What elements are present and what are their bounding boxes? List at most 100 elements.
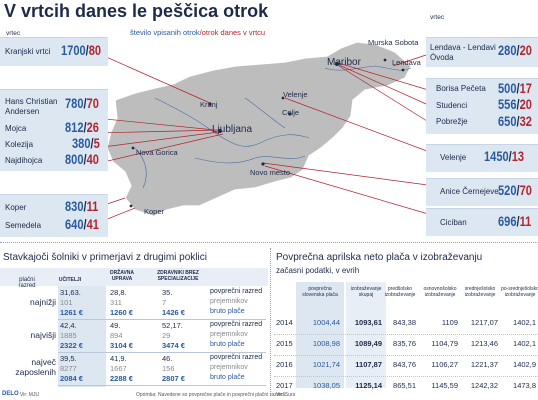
section-divider: [0, 242, 538, 243]
strike-cell: 8277: [60, 364, 77, 373]
salary-value: 1021,74: [312, 360, 340, 369]
kg-enrolled: 650: [498, 114, 517, 129]
strike-source: Vir: MJU: [20, 392, 40, 398]
strike-group-sep: [58, 385, 266, 386]
salary-value: 1145,59: [431, 381, 458, 390]
strike-cell: 52,17.: [162, 321, 183, 330]
salary-value: 1104,79: [431, 339, 458, 348]
kg-sep: /: [83, 217, 87, 232]
kg-present: 70: [86, 96, 99, 111]
kg-enrolled: 800: [65, 152, 84, 167]
city-dot-lendava: [401, 68, 405, 72]
city-ljubljana: Ljubljana: [212, 124, 253, 135]
city-koper: Koper: [144, 207, 165, 216]
strike-cell: 3474 €: [162, 341, 185, 350]
city-nova-gorica: Nova Gorica: [136, 148, 178, 157]
strike-row-label: bruto plače: [210, 374, 245, 381]
salary-value: 1402,1: [513, 318, 536, 327]
strike-row-label: bruto plače: [210, 308, 245, 315]
kg-value: 640/41: [65, 217, 99, 232]
kg-value: 280/20: [498, 43, 532, 58]
salary-year: 2015: [276, 339, 293, 348]
kg-value: 800/40: [65, 152, 99, 167]
strike-row-label: bruto plače: [210, 341, 245, 348]
kg-present: 11: [86, 199, 99, 214]
strike-group-sep: [58, 352, 266, 353]
city-murska-sobota: Murska Sobota: [368, 38, 419, 47]
salary-value: 835,76: [393, 339, 416, 348]
kg-enrolled: 1450: [484, 149, 509, 164]
salary-col-header: povprečna slovenska plača: [302, 286, 338, 298]
strike-cell: 7: [162, 298, 167, 307]
legend: število vpisanih otrok/otrok danes v vrt…: [130, 28, 265, 37]
kg-sep: /: [83, 96, 87, 111]
strike-row-label: prejemnikov: [210, 331, 248, 338]
strike-cell: 1667: [110, 364, 127, 373]
salary-source: Vir: Surs: [276, 392, 296, 398]
strike-col-doctors: ZDRAVNIKI BREZ SPECIALIZACIJE: [157, 270, 199, 282]
kg-name: Pobrežje: [436, 117, 468, 126]
kg-name: Borisa Pečeta: [436, 84, 486, 93]
strike-cell: 2322 €: [60, 341, 83, 350]
rivers: [134, 65, 412, 189]
strike-cell: 894: [110, 331, 123, 340]
column-divider: [270, 248, 271, 396]
kg-value: 520/70: [498, 183, 532, 198]
vrtec-label-left: vrtec: [6, 30, 21, 37]
kg-enrolled: 520: [498, 183, 517, 198]
salary-value: 843,38: [393, 318, 416, 327]
city-dot-kranj: [208, 102, 212, 106]
panel-koper: [0, 194, 108, 237]
kg-sep: /: [516, 214, 520, 229]
strike-col-group: plačni razred: [18, 277, 36, 289]
kg-present: 41: [86, 217, 99, 232]
kg-name: Najdihojca: [5, 156, 43, 165]
kg-sep: /: [516, 114, 520, 129]
kg-name: Ciciban: [440, 218, 467, 227]
salary-year: 2017: [276, 381, 293, 390]
panel-lendava: [426, 37, 538, 67]
kg-value: 1700/80: [61, 43, 101, 58]
city-dot-celje: [288, 112, 292, 116]
strike-cell: 2288 €: [110, 374, 133, 383]
city-kranj: Kranj: [200, 100, 218, 109]
strike-cell: 49.: [110, 321, 121, 330]
strike-cell: 29: [162, 331, 171, 340]
delo-logo: DELO: [2, 391, 19, 397]
kg-present: 32: [519, 114, 532, 129]
strike-teacher-band: [58, 286, 106, 387]
kg-present: 20: [519, 97, 532, 112]
strike-group-label: najvišji: [30, 330, 56, 340]
kg-sep: /: [516, 81, 520, 96]
kg-name: Kolezija: [5, 140, 34, 149]
kg-enrolled: 812: [65, 120, 84, 135]
strike-cell: 35.: [162, 288, 173, 297]
legend-enrolled: število vpisanih otrok: [130, 28, 200, 37]
kg-present: 20: [519, 43, 532, 58]
kg-enrolled: 556: [498, 97, 517, 112]
kg-value: 830/11: [65, 199, 98, 214]
kg-value: 780/70: [65, 96, 99, 111]
kg-enrolled: 280: [498, 43, 517, 58]
kg-name: Koper: [5, 203, 27, 212]
kg-value: 500/17: [498, 81, 532, 96]
salary-year: 2014: [276, 318, 293, 327]
city-novo-mesto: Novo mesto: [250, 168, 291, 177]
strike-row-label: povprečni razred: [210, 321, 263, 328]
panel-velenje: [426, 144, 538, 172]
strike-header-band: [0, 268, 268, 286]
strike-title: Stavkajoči šolniki v primerjavi z drugim…: [3, 252, 207, 263]
kg-sep: /: [516, 97, 520, 112]
kg-sep: /: [83, 120, 87, 135]
salary-value: 1109: [441, 318, 458, 327]
salary-row-sep: [274, 334, 538, 335]
salary-value: 1106,27: [431, 360, 458, 369]
panel-kranj: [0, 37, 108, 66]
kg-enrolled: 640: [65, 217, 84, 232]
strike-cell: 28,8.: [110, 288, 127, 297]
kg-value: 812/26: [65, 120, 99, 135]
strike-group-label: največ zaposlenih: [15, 357, 56, 377]
salary-value: 1221,37: [470, 360, 498, 369]
salary-year: 2016: [276, 360, 293, 369]
salary-value: 1217,07: [470, 318, 498, 327]
